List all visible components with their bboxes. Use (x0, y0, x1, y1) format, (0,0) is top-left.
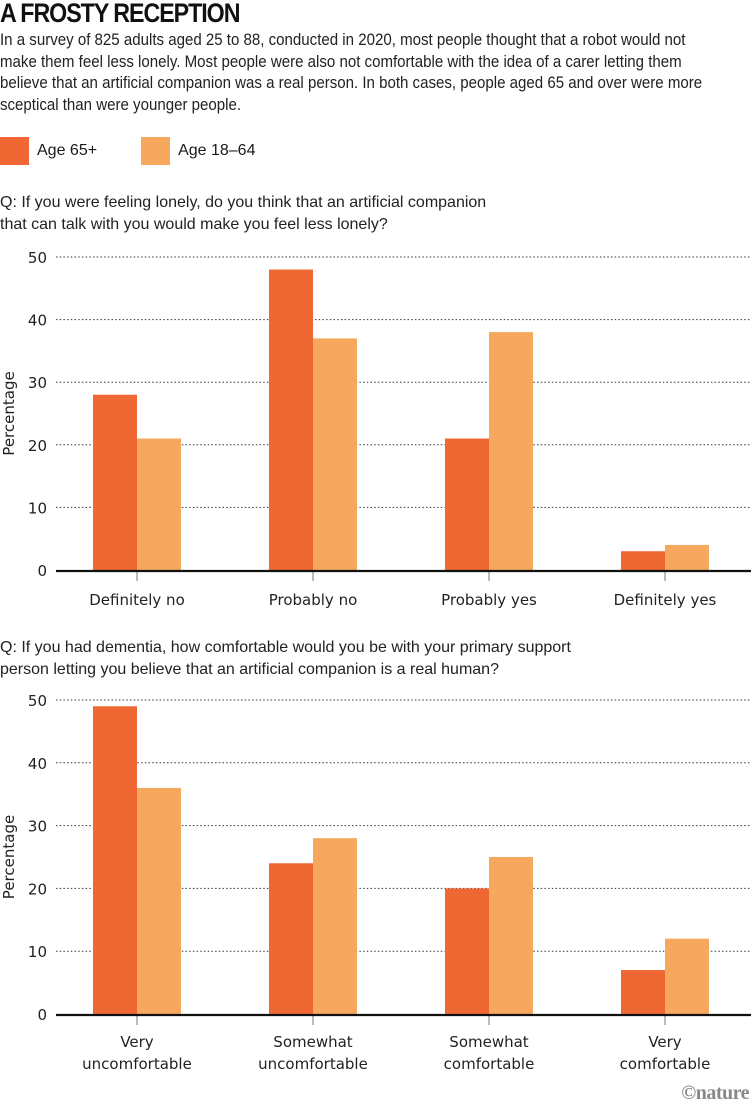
x-category-label: comfortable (444, 1055, 535, 1073)
x-category-label: Probably no (269, 591, 358, 609)
chart-1-question-line: that can talk with you would make you fe… (0, 216, 388, 233)
y-axis-label: Percentage (0, 815, 18, 899)
nature-credit: ©nature (681, 1082, 749, 1104)
x-category-label: uncomfortable (82, 1055, 192, 1073)
chart-1-question: Q: If you were feeling lonely, do you th… (0, 192, 486, 236)
y-tick-label: 10 (28, 943, 47, 961)
x-category-label: Somewhat (273, 1033, 353, 1051)
bar-age-18-64 (313, 838, 357, 1014)
bar-age-18-64 (489, 332, 533, 570)
y-tick-label: 30 (28, 818, 47, 836)
legend-swatch-age-18-64 (141, 137, 171, 165)
bar-age-18-64 (489, 857, 533, 1014)
bar-age-18-64 (137, 438, 181, 570)
legend: Age 65+ Age 18–64 (0, 137, 299, 165)
bar-age-65-plus (269, 863, 313, 1014)
bar-age-65-plus (621, 970, 665, 1014)
x-category-label: comfortable (620, 1055, 711, 1073)
bar-age-18-64 (137, 787, 181, 1014)
x-category-label: uncomfortable (258, 1055, 368, 1073)
y-tick-label: 50 (28, 692, 47, 710)
legend-item-age-18-64: Age 18–64 (141, 137, 255, 165)
chart-2-question-line: person letting you believe that an artif… (0, 661, 499, 678)
bar-age-65-plus (445, 888, 489, 1014)
y-tick-label: 50 (28, 249, 47, 267)
y-axis-label: Percentage (0, 371, 18, 455)
chart-1-question-line: Q: If you were feeling lonely, do you th… (0, 194, 487, 211)
legend-label: Age 18–64 (178, 142, 256, 159)
x-category-label: Very (120, 1033, 153, 1051)
y-tick-label: 10 (28, 499, 47, 517)
x-category-label: Definitely no (89, 591, 185, 609)
legend-label: Age 65+ (37, 142, 98, 159)
bar-age-18-64 (665, 544, 709, 570)
bar-age-65-plus (93, 706, 137, 1014)
legend-swatch-age-65-plus (0, 137, 29, 165)
chart-2-question-line: Q: If you had dementia, how comfortable … (0, 639, 571, 656)
intro-text: In a survey of 825 adults aged 25 to 88,… (0, 31, 703, 114)
y-tick-label: 0 (37, 1006, 47, 1024)
bar-age-18-64 (665, 938, 709, 1014)
bar-age-65-plus (621, 551, 665, 570)
legend-item-age-65-plus: Age 65+ (0, 137, 97, 165)
x-category-label: Somewhat (449, 1033, 529, 1051)
bar-age-65-plus (445, 438, 489, 570)
y-tick-label: 40 (28, 755, 47, 773)
y-tick-label: 0 (37, 562, 47, 580)
y-tick-label: 20 (28, 880, 47, 898)
bar-age-65-plus (93, 394, 137, 570)
chart-2-question: Q: If you had dementia, how comfortable … (0, 637, 571, 681)
y-tick-label: 30 (28, 374, 47, 392)
bar-age-65-plus (269, 269, 313, 570)
y-tick-label: 20 (28, 437, 47, 455)
x-category-label: Probably yes (441, 591, 537, 609)
y-tick-label: 40 (28, 312, 47, 330)
x-category-label: Definitely yes (614, 591, 717, 609)
x-category-label: Very (648, 1033, 681, 1051)
bar-age-18-64 (313, 338, 357, 570)
figure-title: A FROSTY RECEPTION (0, 0, 240, 28)
